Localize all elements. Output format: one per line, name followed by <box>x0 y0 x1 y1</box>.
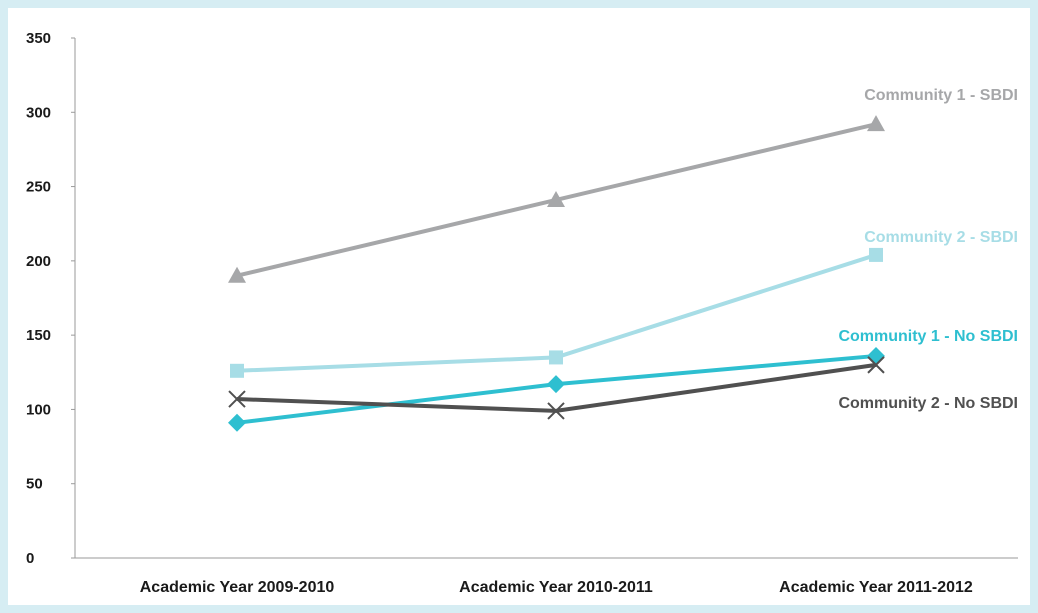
data-point-marker <box>549 350 563 365</box>
data-point-marker <box>547 402 565 420</box>
chart-frame: 0 50 100 150 200 250 300 350 Academic Year 2009… <box>8 8 1030 605</box>
x-category-label: Academic Year 2009-2010 <box>140 579 335 596</box>
data-point-marker <box>228 390 246 408</box>
data-point-marker <box>228 266 246 283</box>
series-labels: Community 1 - SBDI Community 2 - SBDI Comm… <box>838 87 1018 412</box>
y-tick-label: 200 <box>26 253 51 270</box>
series-markers <box>228 115 885 432</box>
y-tick-label: 50 <box>26 476 43 493</box>
x-category-label: Academic Year 2011-2012 <box>779 579 973 596</box>
data-point-marker <box>867 346 885 365</box>
y-tick-label: 250 <box>26 179 51 196</box>
x-category-labels: Academic Year 2009-2010 Academic Year 201… <box>140 579 973 596</box>
data-point-marker <box>547 375 565 394</box>
series-label: Community 1 - SBDI <box>864 87 1018 104</box>
data-point-marker <box>228 413 246 432</box>
series-label: Community 2 - No SBDI <box>838 395 1018 412</box>
y-tick-label: 300 <box>26 104 51 121</box>
data-point-marker <box>869 247 883 262</box>
y-tick-labels: 0 50 100 150 200 250 300 350 <box>26 30 75 567</box>
data-point-marker <box>867 115 885 132</box>
y-tick-label: 100 <box>26 401 51 418</box>
data-point-marker <box>230 363 244 378</box>
data-point-marker <box>867 356 885 374</box>
y-tick-label: 0 <box>26 550 34 567</box>
y-tick-label: 350 <box>26 30 51 47</box>
data-point-marker <box>547 190 565 207</box>
series-label: Community 2 - SBDI <box>864 229 1018 246</box>
line-chart: 0 50 100 150 200 250 300 350 Academic Year 2009… <box>26 30 1018 596</box>
x-category-label: Academic Year 2010-2011 <box>459 579 653 596</box>
series-label: Community 1 - No SBDI <box>838 328 1018 345</box>
y-tick-label: 150 <box>26 327 51 344</box>
